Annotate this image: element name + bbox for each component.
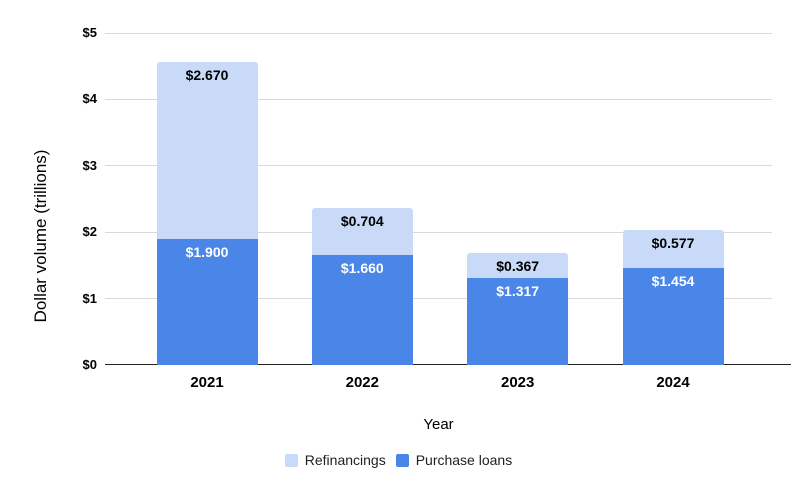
x-tick-label: 2021 — [190, 374, 224, 391]
gridline — [105, 298, 772, 300]
bar-value-label: $0.577 — [651, 235, 695, 252]
legend-item-purchase-loans: Purchase loans — [395, 452, 513, 468]
x-tick-label: 2024 — [656, 374, 690, 391]
y-tick-label: $2 — [82, 224, 97, 240]
plot-area: $0 $1 $2 $3 $4 $5 $1.900 $2.670 $1.660 $0.704 $1.3… — [83, 25, 791, 372]
bar-segment-purchase-loans-2023: $1.317 — [467, 277, 569, 365]
bar-segment-purchase-loans-2024: $1.454 — [622, 268, 724, 365]
y-tick-label: $4 — [82, 91, 97, 107]
x-axis-line — [105, 364, 791, 365]
gridline — [105, 165, 772, 167]
y-tick-label: $5 — [82, 25, 97, 40]
x-tick-label: 2022 — [345, 374, 379, 391]
bar-group-2021: $1.900 $2.670 — [156, 33, 258, 365]
bar-value-label: $1.660 — [340, 259, 384, 276]
bar-value-label: $0.367 — [496, 258, 540, 275]
legend-item-refinancings: Refinancings — [284, 452, 386, 468]
bar-value-label: $0.704 — [340, 213, 384, 230]
bar-value-label: $2.670 — [185, 66, 229, 83]
bar-segment-purchase-loans-2022: $1.660 — [311, 254, 413, 365]
bar-value-label: $1.454 — [651, 273, 695, 290]
bar-value-label: $1.900 — [185, 243, 229, 260]
bar-group-2022: $1.660 $0.704 — [311, 33, 413, 365]
gridline — [105, 98, 772, 100]
gridline — [105, 231, 772, 233]
bar-group-2024: $1.454 $0.577 — [622, 33, 724, 365]
y-tick-label: $0 — [82, 357, 97, 372]
bar-segment-refinancings-2024: $0.577 — [622, 230, 724, 269]
bar-segment-purchase-loans-2021: $1.900 — [156, 238, 258, 365]
legend: Refinancings Purchase loans — [0, 452, 797, 468]
bar-group-2023: $1.317 $0.367 — [467, 33, 569, 365]
legend-swatch-purchase-loans — [395, 453, 409, 467]
gridline — [105, 32, 772, 34]
y-tick-label: $3 — [82, 157, 97, 173]
y-tick-label: $1 — [82, 290, 97, 306]
bar-segment-refinancings-2022: $0.704 — [311, 208, 413, 255]
legend-label: Refinancings — [304, 452, 386, 468]
legend-swatch-refinancings — [284, 453, 298, 467]
x-axis-title: Year — [423, 416, 454, 433]
x-tick-label: 2023 — [501, 374, 535, 391]
bar-value-label: $1.317 — [496, 282, 540, 299]
bar-segment-refinancings-2023: $0.367 — [467, 253, 569, 278]
legend-label: Purchase loans — [415, 452, 513, 468]
bar-segment-refinancings-2021: $2.670 — [156, 61, 258, 239]
